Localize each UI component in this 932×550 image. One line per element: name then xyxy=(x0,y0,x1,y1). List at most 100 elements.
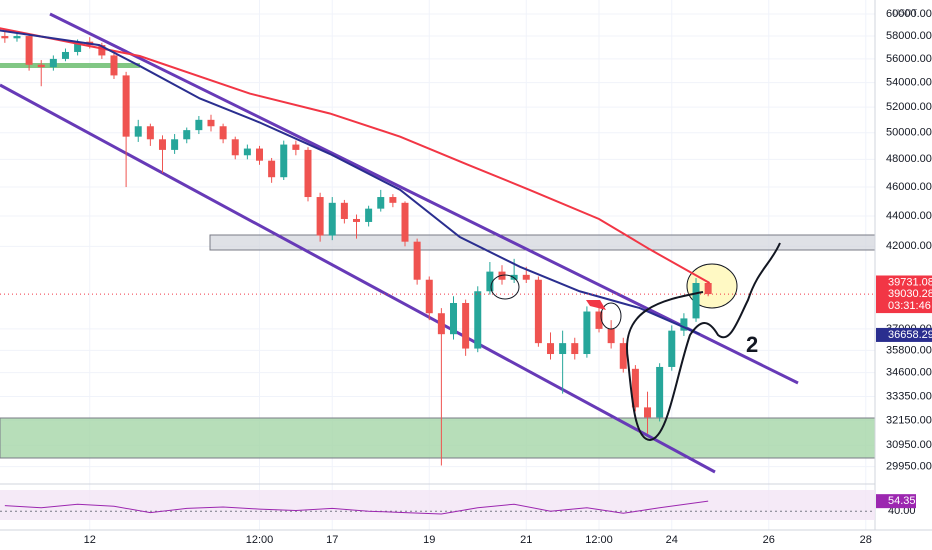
candle-body xyxy=(692,283,700,319)
candle-body xyxy=(231,139,239,156)
candle-body xyxy=(486,271,494,292)
y-tick-label: 35800.00 xyxy=(886,344,932,356)
y-tick-label: 34600.00 xyxy=(886,366,932,378)
candle-body xyxy=(110,55,118,76)
candle-body xyxy=(183,130,191,140)
y-tick-label: 48000.00 xyxy=(886,153,932,165)
candle-body xyxy=(680,318,688,331)
price-label-bg xyxy=(876,327,932,342)
candle-body xyxy=(656,366,664,418)
candle-body xyxy=(280,144,288,178)
circle xyxy=(600,302,622,330)
support-line xyxy=(0,63,140,68)
candle-body xyxy=(158,139,166,150)
countdown-label: 03:31:46 xyxy=(888,300,931,312)
candle-body xyxy=(583,311,591,355)
candle-body xyxy=(352,218,360,222)
candle-body xyxy=(462,302,470,349)
candle-body xyxy=(171,139,179,150)
x-tick-label: 19 xyxy=(423,534,435,546)
candle-body xyxy=(49,58,57,68)
candle-body xyxy=(61,51,69,59)
x-tick-label: 12:00 xyxy=(246,534,274,546)
y-tick-label: 33350.00 xyxy=(886,390,932,402)
y-tick-label: 32150.00 xyxy=(886,414,932,426)
rsi-label: 54.35 xyxy=(888,495,916,507)
rsi-label-bg xyxy=(876,494,916,509)
candle-body xyxy=(534,279,542,344)
price-label-bg xyxy=(876,287,932,314)
candle-body xyxy=(619,343,627,369)
candle-body xyxy=(122,75,130,137)
candle-body xyxy=(255,148,263,161)
candle-body xyxy=(377,197,385,209)
x-tick-label: 12:00 xyxy=(585,534,613,546)
candle-body xyxy=(207,119,215,127)
currency-label: USDT xyxy=(893,7,918,17)
candle-body xyxy=(607,328,615,344)
x-tick-label: 12 xyxy=(84,534,96,546)
annotation: 2 xyxy=(746,332,758,357)
rsi-line xyxy=(4,500,709,515)
x-tick-label: 26 xyxy=(763,534,775,546)
rsi-band xyxy=(0,490,875,520)
channel-upper xyxy=(49,12,799,385)
price-label-bg xyxy=(876,275,932,290)
price-label: 39030.28 xyxy=(888,288,932,300)
candle-body xyxy=(559,343,567,355)
y-tick-label: 54000.00 xyxy=(886,77,932,89)
candle-body xyxy=(450,302,458,335)
x-tick-label: 28 xyxy=(860,534,872,546)
y-tick-label: 56000.00 xyxy=(886,53,932,65)
marker xyxy=(586,300,606,310)
price-label: 39731.08 xyxy=(888,276,932,288)
candle-body xyxy=(474,291,482,349)
x-tick-label: 21 xyxy=(520,534,532,546)
y-tick-label: 44000.00 xyxy=(886,210,932,222)
candle-body xyxy=(98,45,106,56)
candle-body xyxy=(146,126,154,140)
support-zone xyxy=(0,417,875,459)
candle-body xyxy=(522,274,530,280)
y-tick-label: 50000.00 xyxy=(886,127,932,139)
candle-body xyxy=(571,343,579,355)
y-tick-label: 42000.00 xyxy=(886,240,932,252)
candle-body xyxy=(595,311,603,329)
y-tick-label: 60000.00 xyxy=(886,8,932,20)
candle-body xyxy=(292,144,300,150)
channel-lower xyxy=(0,83,716,474)
axes: 60000.00 58000.00 56000.00 54000.00 52000.00… xyxy=(84,8,932,546)
candle-body xyxy=(401,202,409,242)
candle-body xyxy=(1,36,9,39)
candle-body xyxy=(644,407,652,418)
candle-body xyxy=(340,202,348,219)
candle-body xyxy=(631,368,639,408)
candle-body xyxy=(365,208,373,222)
moving-average xyxy=(0,29,701,336)
moving-average xyxy=(0,27,711,284)
circle xyxy=(490,274,520,300)
candle-body xyxy=(704,283,712,295)
candle-body xyxy=(413,241,421,280)
y-tick-label: 46000.00 xyxy=(886,181,932,193)
plot xyxy=(0,27,875,466)
candle-body xyxy=(37,64,45,68)
candle-body xyxy=(328,202,336,236)
candle-body xyxy=(268,160,276,178)
y-tick-label: 30950.00 xyxy=(886,439,932,451)
candle-body xyxy=(243,148,251,156)
candle-body xyxy=(425,279,433,314)
drawings-top: 2 xyxy=(490,242,781,442)
resistance-zone xyxy=(209,234,875,251)
price-label: 36658.29 xyxy=(888,329,932,341)
candle-body xyxy=(389,197,397,203)
y-tick-label: 58000.00 xyxy=(886,30,932,42)
candle-body xyxy=(74,41,82,52)
candle-body xyxy=(195,119,203,131)
candle-body xyxy=(304,149,312,198)
candle-body xyxy=(134,126,142,137)
x-tick-label: 24 xyxy=(666,534,678,546)
candle-body xyxy=(547,343,555,355)
